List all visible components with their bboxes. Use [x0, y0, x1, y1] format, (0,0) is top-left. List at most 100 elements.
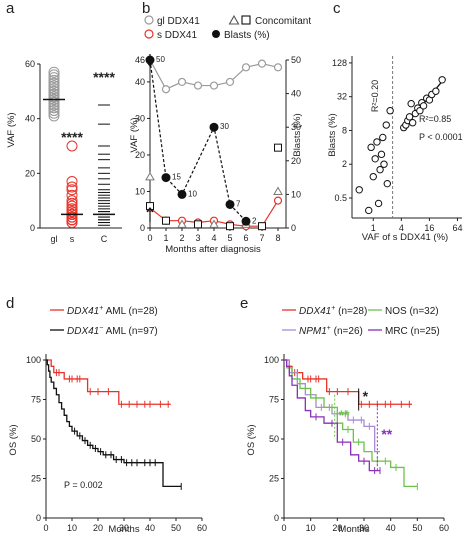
panel-b-xtick-label-0: 0 — [147, 233, 152, 243]
panel-c-point-11 — [382, 121, 390, 129]
panel-b-blasts-label-4: 7 — [236, 199, 241, 208]
panel-b-gl-point-4 — [209, 81, 219, 90]
panel-d-pvalue: P = 0.002 — [64, 480, 103, 490]
panel-a-xtick-label-0: gl — [50, 234, 57, 244]
panel-b-concomitant-point-4 — [194, 220, 202, 229]
panel-d-xtick-label-4: 40 — [145, 523, 155, 533]
panel-c-ytick-label-0: 0.5 — [334, 193, 347, 203]
panel-c-point-6 — [374, 199, 383, 208]
panel-a-vaf-dotplot: VAF (%) **** **** — [6, 69, 115, 148]
panel-c-point-0 — [355, 186, 363, 194]
panel-b-concomitant-point-10 — [274, 143, 282, 152]
panel-b-blasts-point-1 — [161, 173, 171, 183]
panel-a-s-point-20 — [66, 181, 78, 193]
panel-e-xlabel: Months — [338, 524, 369, 535]
panel-d-series-1-curve — [46, 359, 182, 488]
panel-b-blasts-label-1: 15 — [172, 173, 181, 182]
panel-b-xtick-label-1: 1 — [163, 233, 168, 243]
panel-c-point-1 — [365, 206, 373, 215]
legend-e-ddx41-label: DDX41+ (n=28) — [299, 305, 367, 317]
panel-a-gl-point-3 — [48, 104, 60, 116]
panel-c-point-8 — [377, 150, 386, 159]
panel-a-gl-point-32 — [48, 74, 60, 86]
panel-e-star-npm1: * — [363, 388, 369, 404]
panel-b-ytick-right-label-4: 40 — [291, 89, 301, 99]
legend-concomitant-triangle-marker — [228, 14, 240, 25]
panel-b-ylabel-left: VAF (%) — [129, 117, 140, 152]
panel-b-concomitant-point-8 — [258, 222, 266, 231]
panel-c-r2-left: R²=0.20 — [370, 80, 380, 112]
panel-c-pvalue: P < 0.0001 — [419, 132, 463, 142]
panel-d-xtick-label-5: 50 — [171, 523, 181, 533]
panel-b-ytick-left-label-2: 20 — [135, 150, 145, 160]
panel-d-ylabel: OS (%) — [8, 424, 19, 455]
panel-d-xtick-label-0: 0 — [43, 523, 48, 533]
panel-a-s-point-12 — [66, 206, 78, 218]
panel-b-ytick-right-label-1: 10 — [291, 189, 301, 199]
panel-c-point-3 — [369, 172, 377, 181]
panel-c-point-27 — [432, 87, 440, 95]
panel-c-xtick-label-0: 1 — [371, 223, 376, 233]
panel-b-xtick-label-8: 8 — [275, 233, 280, 243]
panel-b-concomitant-point-1 — [145, 171, 155, 181]
panel-b-concomitant-point-9 — [273, 186, 283, 195]
panel-a-s-point-17 — [66, 195, 78, 207]
panel-c-point-10 — [380, 160, 388, 168]
panel-b-concomitant-point-3 — [177, 219, 187, 228]
panel-b-ytick-right-label-2: 20 — [291, 156, 301, 166]
panel-b-xtick-label-3: 3 — [195, 233, 200, 243]
panel-b-gl-point-3 — [193, 81, 203, 90]
panel-b-xtick-label-4: 4 — [211, 233, 216, 243]
panel-a-gl-point-35 — [48, 66, 60, 78]
panel-c-r2-right: R²=0.85 — [419, 114, 451, 124]
panel-c-point-28 — [438, 76, 446, 84]
panel-b-arrow-top — [146, 54, 154, 67]
panel-b-blasts-label-0: 50 — [156, 55, 165, 64]
panel-b-xtick-label-5: 5 — [227, 233, 232, 243]
panel-c-xtick-label-2: 16 — [424, 223, 434, 233]
panel-c-xtick-label-3: 64 — [452, 223, 462, 233]
panel-b-concomitant-point-5 — [209, 219, 219, 228]
panel-b-concomitant-point-6 — [226, 222, 234, 231]
panel-c-ytick-label-4: 128 — [332, 58, 347, 68]
panel-b-ytick-left-label-4: 40 — [135, 77, 145, 87]
legend-gl-marker — [144, 15, 154, 25]
panel-a-gl-point-31 — [48, 77, 60, 89]
panel-c-xlabel: VAF of s DDX41 (%) — [362, 232, 448, 243]
panel-c-point-5 — [373, 138, 381, 146]
panel-b-ytick-right-label-5: 50 — [291, 55, 301, 65]
panel-b-ytick-left-label-5: 46 — [135, 55, 145, 65]
panel-b-ylabel-right: Blasts (%) — [292, 113, 303, 156]
panel-e-xtick-label-6: 60 — [439, 523, 449, 533]
panel-b-arrow-bottom — [146, 207, 154, 222]
panel-a-s-point-7 — [66, 211, 78, 223]
panel-a-ylabel: VAF (%) — [6, 112, 17, 147]
panel-e-xtick-label-5: 50 — [412, 523, 422, 533]
panel-b-xlabel: Months after diagnosis — [165, 244, 261, 255]
legend-ddx41-neg-label: DDX41− AML (n=97) — [67, 325, 158, 337]
panel-a-s-point-21 — [66, 176, 78, 188]
legend-ddx41-pos-label: DDX41+ AML (n=28) — [67, 305, 158, 317]
panel-b-gl-point-6 — [241, 63, 251, 72]
panel-e-series-2-curve — [284, 359, 418, 488]
panel-c-point-29 — [407, 99, 415, 108]
panel-a-s-point-15 — [66, 200, 78, 212]
panel-b-xtick-label-7: 7 — [259, 233, 264, 243]
panel-e-ytick-label-3: 75 — [269, 395, 279, 405]
panel-b-gl-point-2 — [177, 77, 187, 87]
legend-e-mrc-label: MRC (n=25) — [385, 326, 440, 337]
panel-d-xtick-label-3: 30 — [119, 523, 129, 533]
legend-blasts-label: Blasts (%) — [224, 30, 270, 41]
legend-e-nos-label: NOS (n=32) — [385, 306, 439, 317]
panel-a-ytick-label-1: 20 — [25, 168, 35, 178]
panel-a-s-point-22 — [66, 140, 78, 152]
panel-a-ytick-label-3: 60 — [25, 59, 35, 69]
panel-b-blasts-label-5: 2 — [252, 216, 257, 225]
panel-letter-a: a — [6, 0, 15, 17]
panel-b-s-point-8 — [273, 196, 283, 205]
panel-a-ytick-label-0: 0 — [30, 223, 35, 233]
panel-d-xlabel: Months — [108, 524, 139, 535]
panel-a-ytick-label-2: 40 — [25, 114, 35, 124]
panel-a-xtick-label-1: s — [70, 234, 75, 244]
panel-c-ylabel: Blasts (%) — [327, 113, 338, 156]
